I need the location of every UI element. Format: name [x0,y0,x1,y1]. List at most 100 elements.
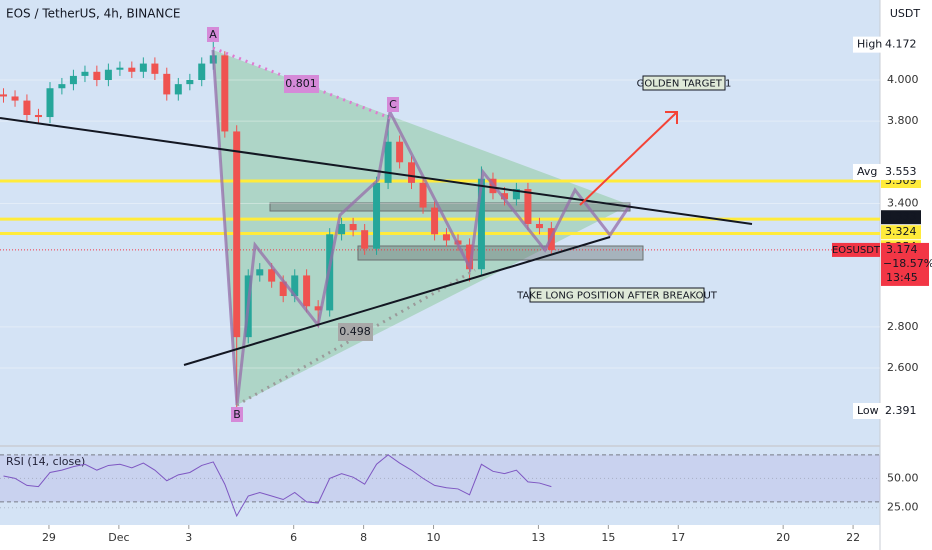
x-tick-label: Dec [108,531,129,544]
candle-body [361,230,369,249]
candle-body [0,94,7,97]
candle-body [279,281,287,297]
candle-body [314,306,322,311]
candle-body [303,275,311,307]
label-box [284,75,319,93]
price-pane [0,0,880,445]
drawings: 0.801 0.498 A B C GOLDEN TARGET 1 TAKE L… [0,27,753,422]
label-box [207,27,219,42]
trendline [183,236,611,366]
candle-body [477,178,485,270]
zone-rect [357,245,644,261]
candle-body [34,114,42,118]
rsi-line [3,454,552,518]
candle-body [338,224,346,235]
rsi-band [0,454,880,502]
stat-box [853,402,921,419]
candle-body [268,269,276,282]
trendline [0,117,753,225]
y-tick-label: 3.400 [887,196,919,209]
candle-body [116,67,124,70]
stat-name: Avg [857,165,877,178]
candle-body [501,193,509,200]
candle-body [11,96,19,101]
candle-body [23,100,31,115]
x-tick-label: 3 [185,531,192,544]
candle-body [442,234,450,241]
stat-name: High [857,38,882,51]
stat-value: 4.172 [885,38,917,51]
zone-rect [269,202,631,212]
label-box [338,323,373,341]
level-label: 3.333 [885,210,917,223]
candle-body [198,63,206,81]
stat-name: Low [857,404,879,417]
candle-body [373,182,381,249]
point-label: C [389,98,397,111]
level-box [881,225,921,240]
x-tick-label: 8 [360,531,367,544]
y-tick-label: 4.000 [887,73,919,86]
level-label: 3.324 [885,225,917,238]
change: −18.57% [883,257,932,270]
level-box [881,210,921,225]
price-box [881,242,929,286]
arrow-head [665,111,678,124]
note: TAKE LONG POSITION AFTER BREAKOUT [516,291,718,302]
label-box [231,407,243,422]
note-box [642,75,726,91]
price: 3.174 [886,243,918,256]
stat-box [853,36,921,53]
note-box [529,287,705,303]
y-tick-label: 3.800 [887,114,919,127]
arrow [579,112,677,206]
candle-body [408,162,416,183]
y-tick-label: 2.800 [887,320,919,333]
candle-body [221,55,229,132]
ratio-label: 0.801 [285,77,317,90]
x-tick-label: 22 [846,531,860,544]
x-tick-label: 20 [776,531,790,544]
candle-body [535,224,543,229]
y-tick-label: 2.600 [887,361,919,374]
currency: USDT [890,7,921,20]
candle-body [69,75,77,85]
point-label: B [233,408,241,421]
stat-value: 2.391 [885,404,917,417]
ratio-label: 0.498 [339,325,371,338]
symbol: EOSUSDT [832,245,881,256]
candle-body [419,182,427,208]
note: GOLDEN TARGET 1 [637,79,732,90]
candle-body [46,88,54,118]
candle-body [93,71,101,81]
candle-body [151,63,159,74]
candle-body [139,63,147,72]
candle-body [349,224,357,231]
candle-body [104,69,112,81]
candle-body [384,141,392,183]
candle-body [163,73,171,95]
drawings-under [0,50,880,405]
candle-body [256,269,264,276]
candle-body [524,189,532,225]
candle-body [512,189,520,200]
x-tick-label: 10 [427,531,441,544]
x-tick-label: 29 [42,531,56,544]
candle-body [174,84,182,95]
candle-body [431,207,439,235]
candle-body [396,141,404,163]
candle-body [186,80,194,85]
countdown: 13:45 [886,271,918,284]
rsi-tick-label: 25.00 [887,501,919,514]
triangle [213,50,630,405]
symbol-box [832,242,880,257]
x-tick-label: 13 [531,531,545,544]
stat-value: 3.553 [885,165,917,178]
rsi-title: RSI (14, close) [6,455,85,468]
rsi-tick-label: 50.00 [887,471,919,484]
candle-body [128,67,136,72]
x-tick-label: 17 [671,531,685,544]
candle-body [58,84,66,89]
candle-body [233,131,241,338]
